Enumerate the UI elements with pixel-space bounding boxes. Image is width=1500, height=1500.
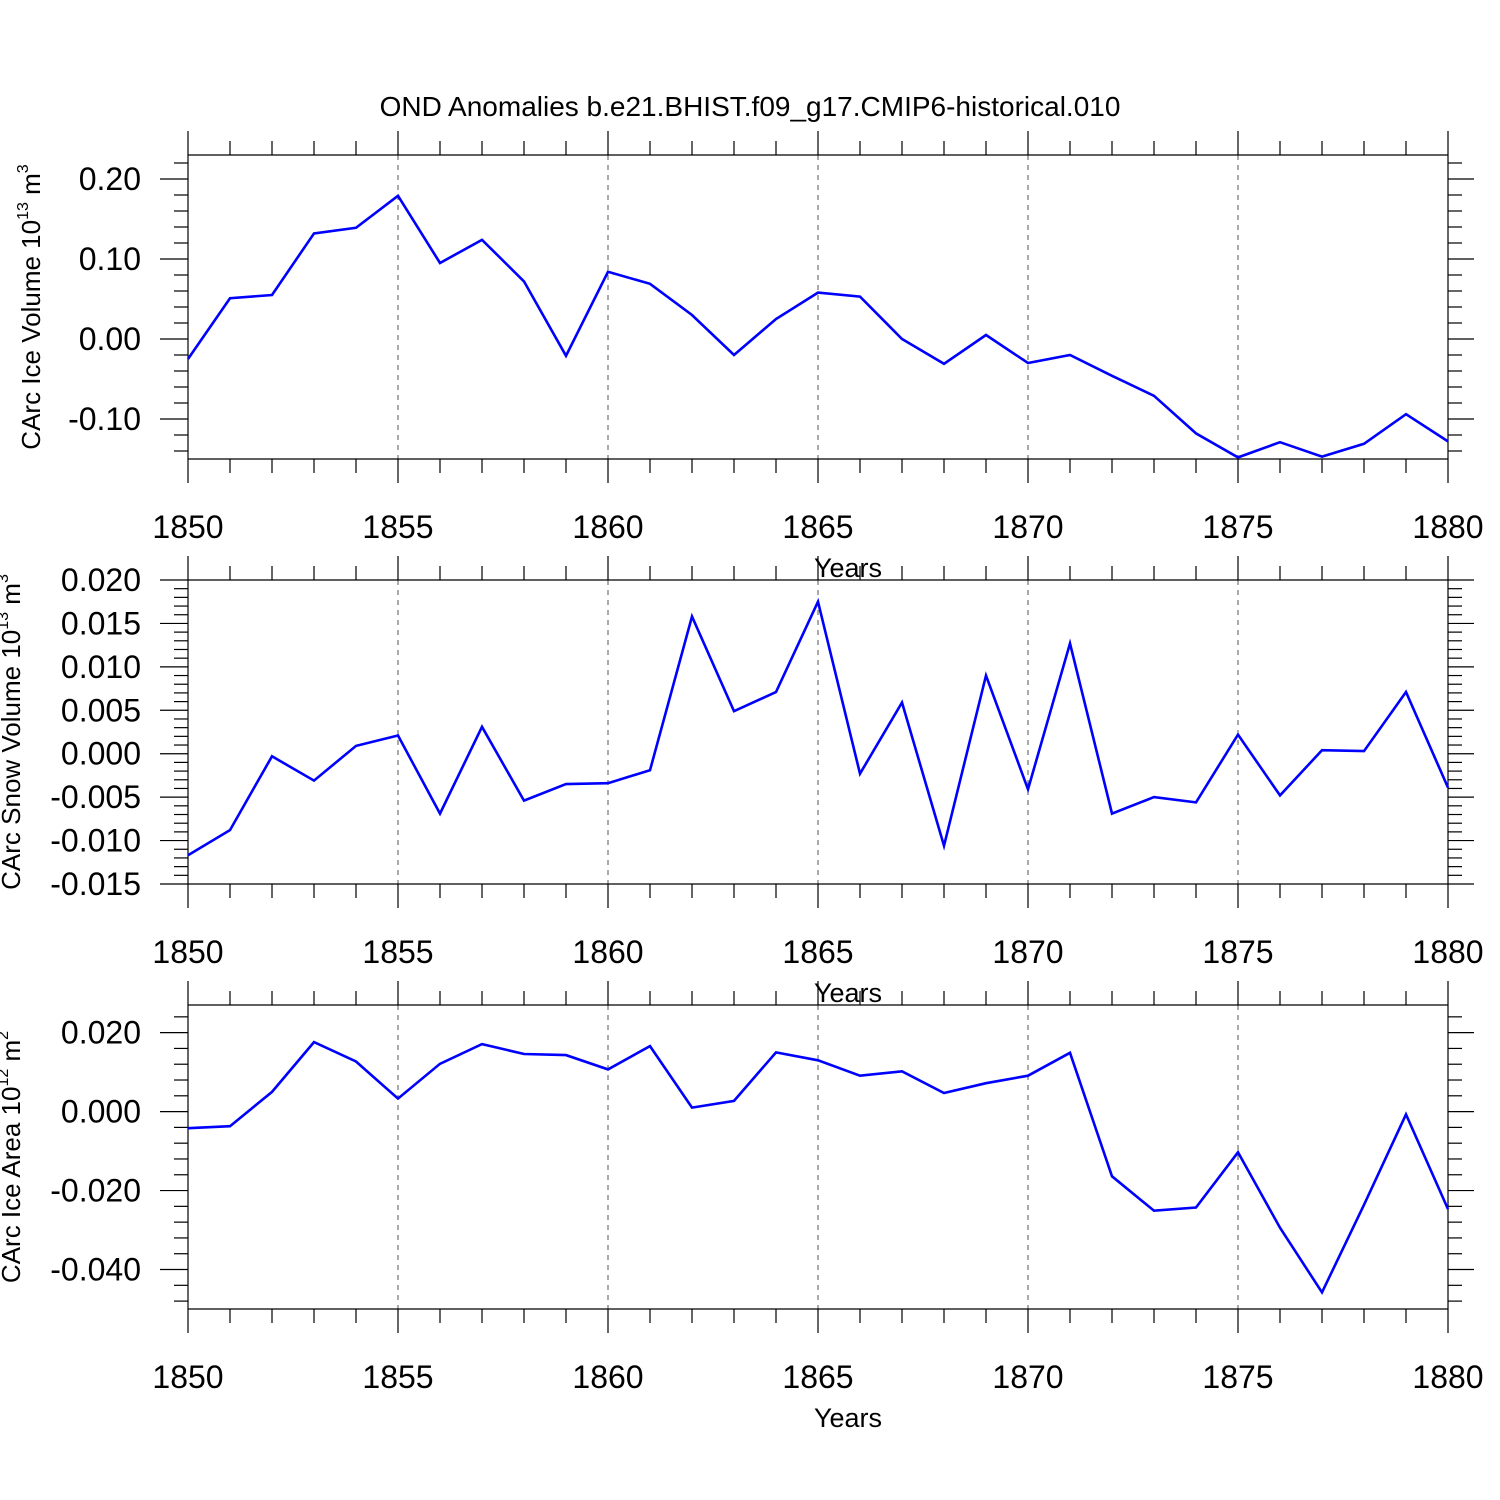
panel-ice-volume: 1850 1855 1860 1865 1870 1875 1880 -0.10 0.00 0.1…: [15, 131, 1484, 583]
y-axis-title: CArc Ice Volume 1013 m3: [15, 164, 46, 449]
x-tick-label: 1855: [362, 934, 433, 970]
x-tick-label: 1870: [992, 934, 1063, 970]
y-tick-label: 0.000: [61, 1094, 141, 1130]
y-tick-label: 0.10: [79, 241, 141, 277]
y-tick-label: 0.005: [61, 692, 141, 728]
panels: 1850 1855 1860 1865 1870 1875 1880 -0.10 0.00 0.1…: [0, 131, 1484, 1433]
x-axis-title: Years: [814, 1403, 882, 1433]
x-tick-label: 1855: [362, 1359, 433, 1395]
x-tick-label: 1880: [1412, 1359, 1483, 1395]
chart-title: OND Anomalies b.e21.BHIST.f09_g17.CMIP6-…: [380, 91, 1121, 122]
x-tick-label: 1870: [992, 509, 1063, 545]
x-tick-label: 1860: [572, 509, 643, 545]
x-tick-label: 1865: [782, 934, 853, 970]
y-tick-label: 0.020: [61, 1015, 141, 1051]
y-tick-label: -0.005: [50, 779, 141, 815]
y-tick-label: -0.010: [50, 823, 141, 859]
x-tick-label: 1875: [1202, 1359, 1273, 1395]
y-axis-title: CArc Snow Volume 1013 m3: [0, 574, 26, 890]
x-axis-title: Years: [814, 978, 882, 1008]
x-tick-label: 1870: [992, 1359, 1063, 1395]
y-tick-label: 0.010: [61, 649, 141, 685]
x-tick-label: 1865: [782, 509, 853, 545]
panel-ice-area: 1850 1855 1860 1865 1870 1875 1880 -0.040 -0.020…: [0, 981, 1484, 1433]
y-tick-label: -0.10: [68, 401, 141, 437]
y-tick-label: 0.020: [61, 562, 141, 598]
y-axis-title: CArc Ice Area 1012 m2: [0, 1031, 26, 1283]
series-line-snow-volume: [187, 597, 1450, 857]
x-tick-label: 1850: [152, 1359, 223, 1395]
y-tick-label: -0.020: [50, 1173, 141, 1209]
y-tick-label: 0.00: [79, 321, 141, 357]
panel-snow-volume: 1850 1855 1860 1865 1870 1875 1880 -0.015 -0.010…: [0, 556, 1484, 1008]
y-tick-label: 0.000: [61, 736, 141, 772]
x-tick-label: 1865: [782, 1359, 853, 1395]
y-tick-label: 0.20: [79, 161, 141, 197]
y-tick-label: -0.040: [50, 1252, 141, 1288]
series-line-ice-volume: [186, 193, 1449, 459]
x-tick-label: 1875: [1202, 509, 1273, 545]
y-tick-label: -0.015: [50, 866, 141, 902]
x-tick-label: 1850: [152, 934, 223, 970]
series-line-ice-area: [187, 1040, 1450, 1296]
x-tick-label: 1855: [362, 509, 433, 545]
x-tick-label: 1875: [1202, 934, 1273, 970]
x-axis-title: Years: [814, 553, 882, 583]
x-tick-label: 1860: [572, 934, 643, 970]
y-tick-label: 0.015: [61, 605, 141, 641]
x-tick-label: 1860: [572, 1359, 643, 1395]
x-tick-label: 1880: [1412, 934, 1483, 970]
x-tick-label: 1880: [1412, 509, 1483, 545]
x-tick-label: 1850: [152, 509, 223, 545]
